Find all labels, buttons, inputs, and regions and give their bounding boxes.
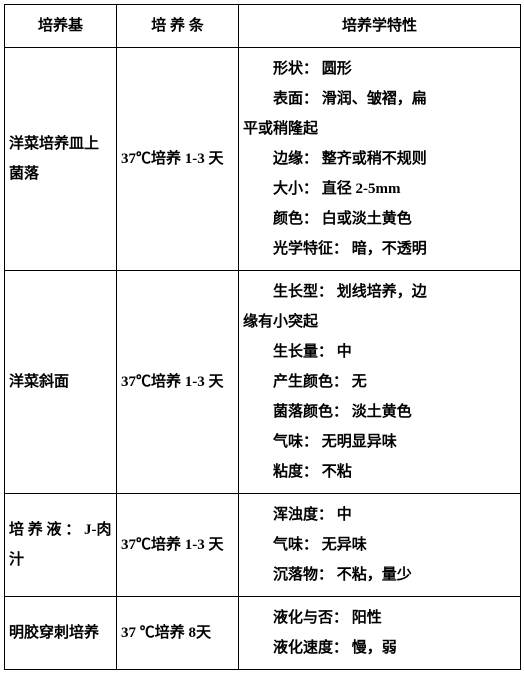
property-line: 菌落颜色： 淡土黄色 [243,397,516,427]
property-line: 表面： 滑润、皱褶，扁 [243,84,516,114]
header-condition: 培 养 条 [117,5,239,48]
property-line: 气味： 无明显异味 [243,427,516,457]
table-row: 洋菜斜面37℃培养 1-3 天生长型： 划线培养，边缘有小突起生长量： 中产生颜… [5,271,521,494]
cell-properties: 生长型： 划线培养，边缘有小突起生长量： 中产生颜色： 无菌落颜色： 淡土黄色气… [239,271,521,494]
property-line: 气味： 无异味 [243,530,516,560]
property-line: 产生颜色： 无 [243,367,516,397]
cell-properties: 液化与否： 阳性液化速度： 慢，弱 [239,597,521,670]
cell-medium: 明胶穿刺培养 [5,597,117,670]
table-row: 洋菜培养皿上菌落37℃培养 1-3 天形状： 圆形表面： 滑润、皱褶，扁平或稍隆… [5,48,521,271]
cell-medium: 洋菜培养皿上菌落 [5,48,117,271]
cell-condition: 37℃培养 1-3 天 [117,48,239,271]
table-body: 洋菜培养皿上菌落37℃培养 1-3 天形状： 圆形表面： 滑润、皱褶，扁平或稍隆… [5,48,521,670]
property-line: 大小： 直径 2-5mm [243,174,516,204]
header-properties: 培养学特性 [239,5,521,48]
property-line: 缘有小突起 [243,307,516,337]
property-line: 颜色： 白或淡土黄色 [243,204,516,234]
property-line: 沉落物： 不粘，量少 [243,560,516,590]
table-header-row: 培养基 培 养 条 培养学特性 [5,5,521,48]
property-line: 平或稍隆起 [243,114,516,144]
cell-condition: 37℃培养 1-3 天 [117,271,239,494]
cell-properties: 形状： 圆形表面： 滑润、皱褶，扁平或稍隆起边缘： 整齐或稍不规则大小： 直径 … [239,48,521,271]
table-row: 明胶穿刺培养37 ℃培养 8天液化与否： 阳性液化速度： 慢，弱 [5,597,521,670]
cell-condition: 37℃培养 1-3 天 [117,494,239,597]
property-line: 生长量： 中 [243,337,516,367]
property-line: 粘度： 不粘 [243,457,516,487]
cell-medium: 培 养 液 ： J-肉汁 [5,494,117,597]
property-line: 液化与否： 阳性 [243,603,516,633]
cell-properties: 浑浊度： 中气味： 无异味沉落物： 不粘，量少 [239,494,521,597]
table-row: 培 养 液 ： J-肉汁37℃培养 1-3 天浑浊度： 中气味： 无异味沉落物：… [5,494,521,597]
property-line: 生长型： 划线培养，边 [243,277,516,307]
cell-medium: 洋菜斜面 [5,271,117,494]
header-medium: 培养基 [5,5,117,48]
cell-condition: 37 ℃培养 8天 [117,597,239,670]
property-line: 光学特征： 暗，不透明 [243,234,516,264]
property-line: 形状： 圆形 [243,54,516,84]
property-line: 浑浊度： 中 [243,500,516,530]
culture-characteristics-table: 培养基 培 养 条 培养学特性 洋菜培养皿上菌落37℃培养 1-3 天形状： 圆… [4,4,521,670]
property-line: 边缘： 整齐或稍不规则 [243,144,516,174]
property-line: 液化速度： 慢，弱 [243,633,516,663]
